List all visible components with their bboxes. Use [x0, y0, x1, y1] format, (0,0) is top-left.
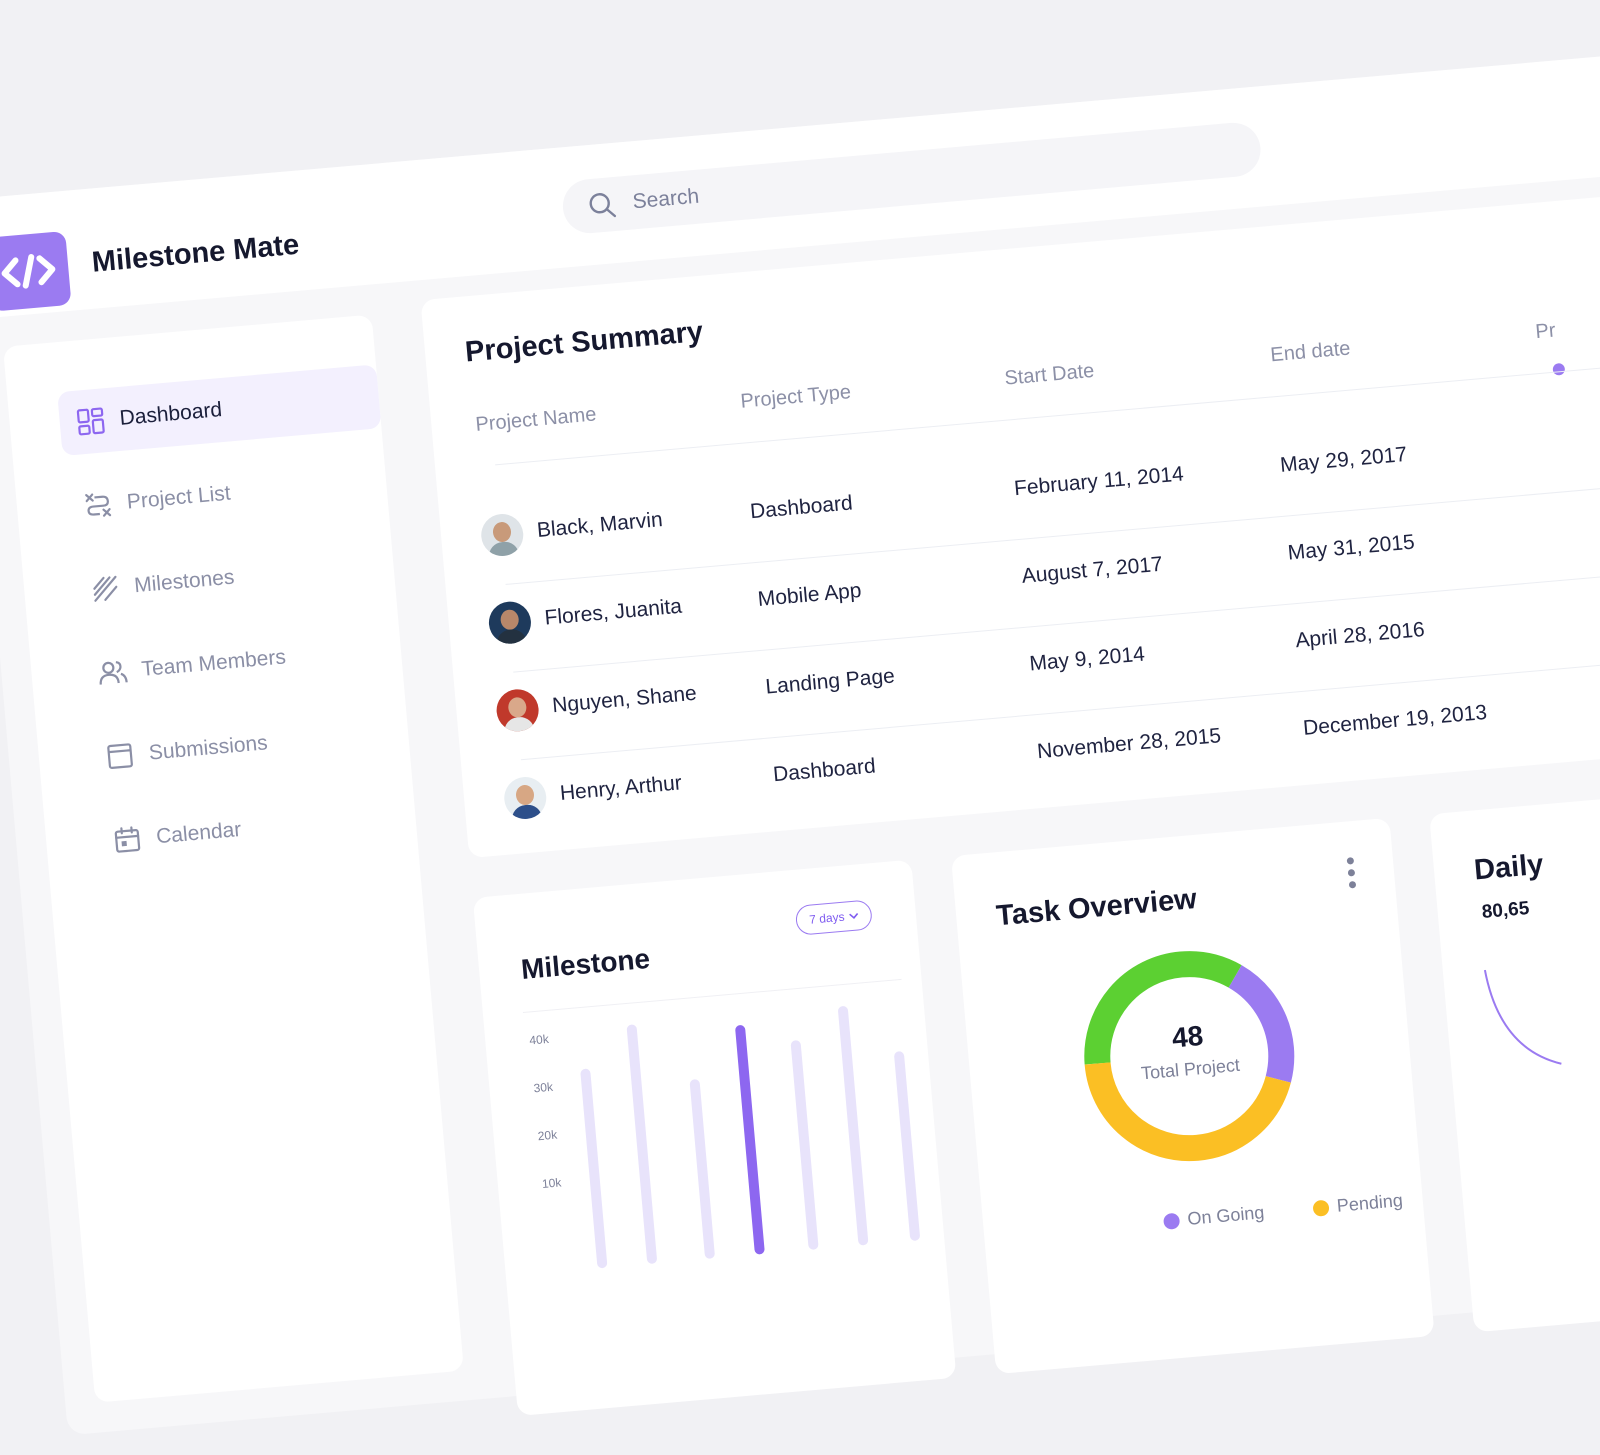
chart-bar-highlighted[interactable]: [734, 1024, 765, 1255]
project-name: Flores, Juanita: [543, 594, 683, 630]
sidebar-item-label: Project List: [125, 481, 232, 514]
range-label: 7 days: [808, 909, 846, 927]
column-header-start-date[interactable]: Start Date: [1003, 359, 1096, 390]
card-title: Project Summary: [463, 315, 705, 369]
avatar: [479, 512, 526, 558]
chart-bar[interactable]: [580, 1068, 608, 1269]
dashboard-icon: [76, 407, 105, 436]
y-tick: 20k: [537, 1127, 558, 1144]
app-title: Milestone Mate: [90, 228, 301, 279]
y-tick: 40k: [528, 1031, 550, 1048]
app-shell: Milestone Mate Dashboard: [0, 53, 1600, 1436]
card-title: Task Overview: [994, 882, 1198, 933]
daily-chart-line: [1483, 969, 1562, 1065]
chart-bar[interactable]: [837, 1005, 869, 1246]
legend-label: On Going: [1186, 1202, 1266, 1229]
sidebar-item-label: Calendar: [155, 817, 243, 849]
sidebar-item-label: Dashboard: [118, 398, 223, 430]
project-type: Dashboard: [772, 754, 877, 787]
end-date: May 29, 2017: [1279, 442, 1408, 477]
top-bar: Milestone Mate: [0, 53, 1600, 320]
sidebar-item-label: Submissions: [147, 731, 269, 765]
column-header-project-name[interactable]: Project Name: [474, 403, 598, 436]
submission-icon: [107, 743, 133, 770]
more-options-icon[interactable]: [1346, 857, 1360, 894]
end-date: April 28, 2016: [1294, 618, 1426, 653]
project-name: Henry, Arthur: [559, 771, 683, 805]
daily-card: Daily 80,65: [1429, 788, 1600, 1333]
project-type: Mobile App: [756, 578, 863, 611]
sidebar-item-milestones[interactable]: Milestones: [72, 532, 396, 624]
route-icon: [85, 493, 112, 517]
avatar: [502, 775, 549, 821]
project-type: Dashboard: [749, 491, 854, 524]
project-name: Black, Marvin: [535, 508, 664, 542]
task-donut-chart[interactable]: [1070, 937, 1308, 1175]
calendar-icon: [114, 826, 141, 853]
milestones-icon: [93, 575, 118, 602]
search-input[interactable]: [629, 140, 1194, 216]
legend-label: Pending: [1336, 1190, 1404, 1216]
avatar: [494, 687, 541, 734]
sidebar-item-submissions[interactable]: Submissions: [86, 699, 410, 791]
sidebar-item-calendar[interactable]: Calendar: [94, 783, 418, 875]
chart-bar[interactable]: [893, 1050, 921, 1242]
y-tick: 10k: [541, 1175, 562, 1191]
sidebar: Dashboard Project List Milestones: [2, 314, 464, 1403]
card-title: Daily: [1472, 848, 1545, 887]
chart-bar[interactable]: [626, 1024, 658, 1265]
sidebar-item-team-members[interactable]: Team Members: [79, 615, 403, 707]
legend-ongoing: On Going: [1162, 1202, 1266, 1232]
chart-bar[interactable]: [790, 1039, 819, 1251]
chart-bar[interactable]: [689, 1078, 716, 1260]
column-header-end-date[interactable]: End date: [1269, 337, 1352, 367]
end-date: May 31, 2015: [1286, 530, 1416, 565]
column-header-progress[interactable]: Pr: [1534, 319, 1557, 344]
milestone-card: Milestone 7 days 40k 30k 20k 10k: [472, 859, 957, 1416]
end-date: December 19, 2013: [1302, 700, 1488, 740]
task-overview-card: Task Overview 48 Total Project On Going …: [950, 817, 1435, 1375]
column-header-project-type[interactable]: Project Type: [739, 381, 852, 413]
search-icon: [589, 193, 617, 218]
search-bar[interactable]: [560, 120, 1263, 236]
y-tick: 30k: [533, 1079, 554, 1096]
code-logo-icon: [1, 254, 56, 289]
sidebar-item-label: Team Members: [140, 645, 287, 681]
team-icon: [99, 661, 128, 685]
start-date: November 28, 2015: [1036, 724, 1222, 764]
range-dropdown[interactable]: 7 days: [794, 899, 874, 936]
avatar: [487, 599, 533, 646]
card-title: Milestone: [519, 942, 652, 985]
app-logo[interactable]: [0, 230, 72, 312]
chevron-down-icon: [848, 912, 858, 919]
project-name: Nguyen, Shane: [551, 681, 698, 718]
project-type: Landing Page: [764, 664, 896, 699]
start-date: August 7, 2017: [1020, 552, 1164, 588]
sidebar-item-dashboard[interactable]: Dashboard: [57, 364, 382, 457]
sidebar-item-project-list[interactable]: Project List: [64, 448, 388, 540]
progress-indicator: [1552, 362, 1566, 376]
sidebar-item-label: Milestones: [133, 565, 236, 598]
start-date: May 9, 2014: [1028, 642, 1146, 676]
project-summary-card: Project Summary Project Name Project Typ…: [420, 190, 1600, 859]
daily-value: 80,65: [1480, 897, 1531, 924]
legend-pending: Pending: [1312, 1190, 1404, 1219]
start-date: February 11, 2014: [1013, 462, 1185, 501]
